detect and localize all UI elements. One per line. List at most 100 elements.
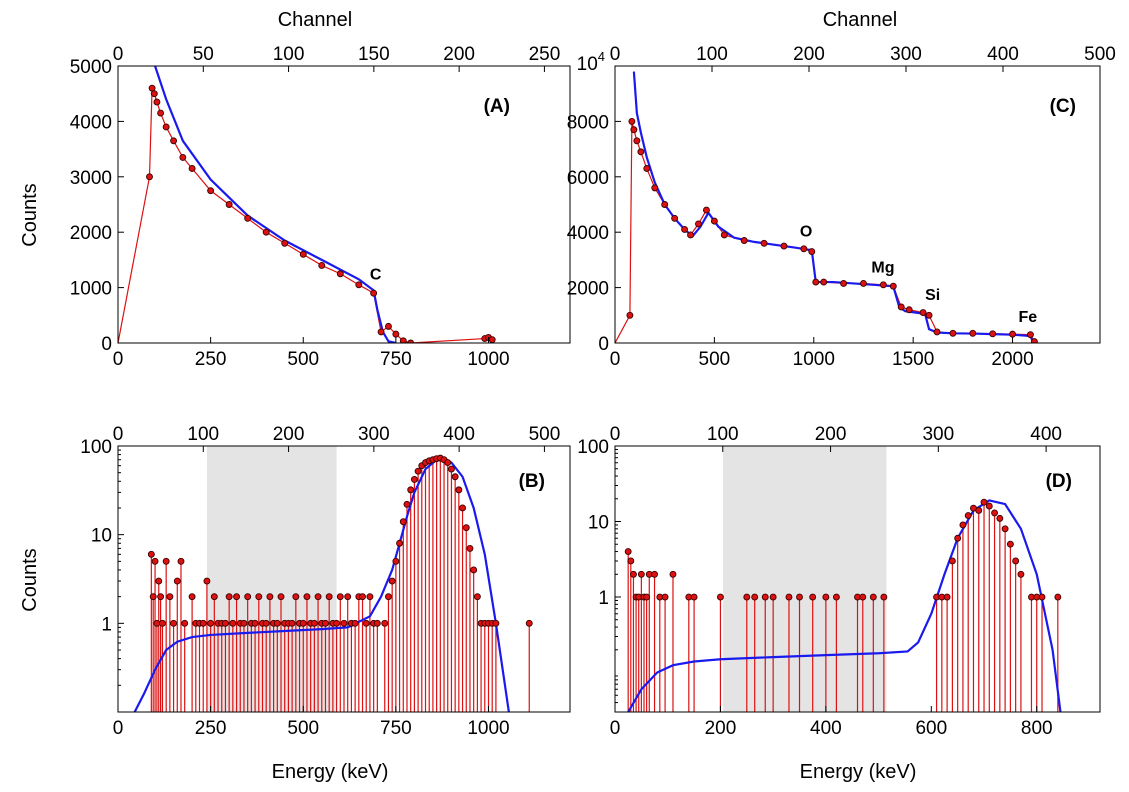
panel-b-data-point	[303, 593, 311, 601]
panel-c-ytick-top-exponent: 4	[598, 49, 605, 64]
panel-a-ytick-label: 5000	[70, 57, 112, 78]
panel-d-data-point	[627, 557, 635, 565]
panel-b-data-point	[388, 577, 396, 585]
panel-c-data-point	[860, 279, 867, 287]
panel-b-data-point	[325, 593, 333, 601]
panel-a-data-point	[188, 165, 196, 172]
panel-c-data-point	[681, 225, 689, 233]
panel-b-data-point	[385, 593, 392, 601]
panel-b-data-point	[288, 619, 296, 627]
panel-a-ytick-label: 3000	[70, 168, 112, 189]
panel-b-data-point	[147, 550, 155, 558]
panel-b-data-point	[466, 544, 474, 552]
panel-c-data-point	[695, 220, 702, 228]
panel-c-xtick-label: 1500	[892, 349, 934, 370]
panel-b-data-point	[149, 593, 157, 601]
panel-b-data-point	[444, 459, 452, 467]
panel-c-data-point	[710, 217, 718, 225]
panel-b-xtick-label: 1000	[467, 718, 509, 739]
panel-d-data-point	[980, 498, 988, 506]
panel-b-top-tick-label: 0	[113, 424, 124, 445]
panel-a-data-point	[146, 173, 153, 181]
panel-a-top-tick-label: 0	[113, 44, 124, 65]
panel-c-label: (C)	[1050, 96, 1076, 117]
panel-a-ytick-label: 2000	[70, 223, 112, 244]
panel-d-ytick-label: 10	[588, 513, 609, 534]
panel-b-data-point	[233, 593, 241, 601]
panel-c-top-axis-label: Channel	[823, 9, 898, 31]
panel-d-xtick-label: 400	[810, 718, 842, 739]
panel-c-data-point	[630, 126, 638, 134]
panel-d-xtick-label: 0	[610, 718, 621, 739]
panel-d-fit-curve	[627, 499, 1062, 712]
panel-d-marks	[624, 498, 1062, 712]
panel-b-data-point	[462, 524, 470, 532]
panel-d-data-point	[1054, 593, 1062, 601]
panel-c-data-point	[780, 242, 788, 250]
panel-b-data-point	[314, 593, 322, 601]
panel-c-plot: 0 500 1000 1500 2000 0 100 200 300 400 500 0 2000 400…	[567, 44, 1116, 370]
panel-d-top-tick-label: 400	[1030, 424, 1062, 445]
panel-d: Energy (keV) 0 200 400 600 8000 100 200 300 4001…	[577, 424, 1101, 783]
panel-b-data-point	[244, 593, 252, 601]
panel-c-data-point	[989, 330, 997, 338]
panel-b-xtick-label: 500	[287, 718, 319, 739]
panel-c-data-point	[889, 282, 897, 290]
panel-d-data-point	[796, 593, 803, 601]
panel-b-data-point	[403, 500, 411, 508]
panel-b-data-point	[455, 486, 463, 494]
panel-b-data-point	[447, 465, 455, 473]
panel-b-data-point	[310, 619, 318, 627]
panel-b-data-point	[159, 619, 166, 627]
panel-b-data-point	[299, 619, 307, 627]
panel-b-data-point	[344, 593, 352, 601]
panel-d-data-point	[690, 593, 698, 601]
panel-b-frame	[117, 445, 571, 713]
panel-c-top-tick-label: 200	[793, 44, 825, 65]
panel-c-data-point	[897, 303, 905, 311]
panel-b-data-point	[459, 504, 467, 512]
panel-c-data-point	[1009, 330, 1016, 338]
panel-a-xtick-label: 250	[195, 349, 227, 370]
panel-d-top-tick-label: 0	[610, 424, 621, 445]
panel-c-data-point	[812, 278, 820, 286]
panel-b-data-point	[362, 619, 370, 627]
panel-c-data-point	[840, 279, 848, 287]
panel-d-data-point	[637, 570, 645, 578]
panel-a-xtick-label: 500	[287, 349, 319, 370]
panel-b-data-point	[151, 557, 159, 565]
panel-b-data-point	[229, 619, 237, 627]
panel-d-data-point	[975, 507, 983, 514]
panel-b-data-point	[266, 593, 274, 601]
panel-c-ytick-label: 2000	[567, 279, 609, 300]
panel-a-data-point	[153, 98, 161, 106]
panel-b-data-point	[351, 619, 359, 627]
panel-b-ytick-label: 1	[101, 614, 112, 635]
panel-b-data-point	[166, 593, 174, 601]
panel-a-data-point	[318, 261, 326, 269]
panel-c-annotation-si: Si	[925, 287, 940, 304]
panel-c-data-point	[651, 184, 659, 192]
panel-a-data-point	[244, 214, 252, 222]
panel-d-data-point	[832, 593, 840, 601]
panel-a-top-tick-label: 50	[193, 44, 214, 65]
panel-b-data-point	[381, 619, 389, 627]
panel-d-data-point	[964, 512, 972, 519]
panel-b-data-point	[322, 619, 329, 627]
panel-b-data-point	[210, 593, 218, 601]
panel-d-data-point	[948, 557, 956, 565]
panel-c-data-point	[637, 148, 645, 156]
panel-d-data-point	[1038, 593, 1046, 601]
panel-a-data-point	[385, 322, 392, 330]
panel-d-ytick-label: 1	[598, 588, 609, 609]
panel-c-annotation-o: O	[800, 223, 812, 240]
panel-b-data-point	[473, 593, 481, 601]
panel-c-data-point	[919, 309, 927, 316]
panel-d-data-point	[751, 593, 759, 601]
panel-b-data-point	[157, 593, 165, 601]
panel-b-data-point	[525, 619, 533, 627]
panel-a-data-point	[407, 339, 415, 343]
panel-a-top-tick-label: 250	[529, 44, 561, 65]
panel-c-data-point	[643, 165, 651, 172]
